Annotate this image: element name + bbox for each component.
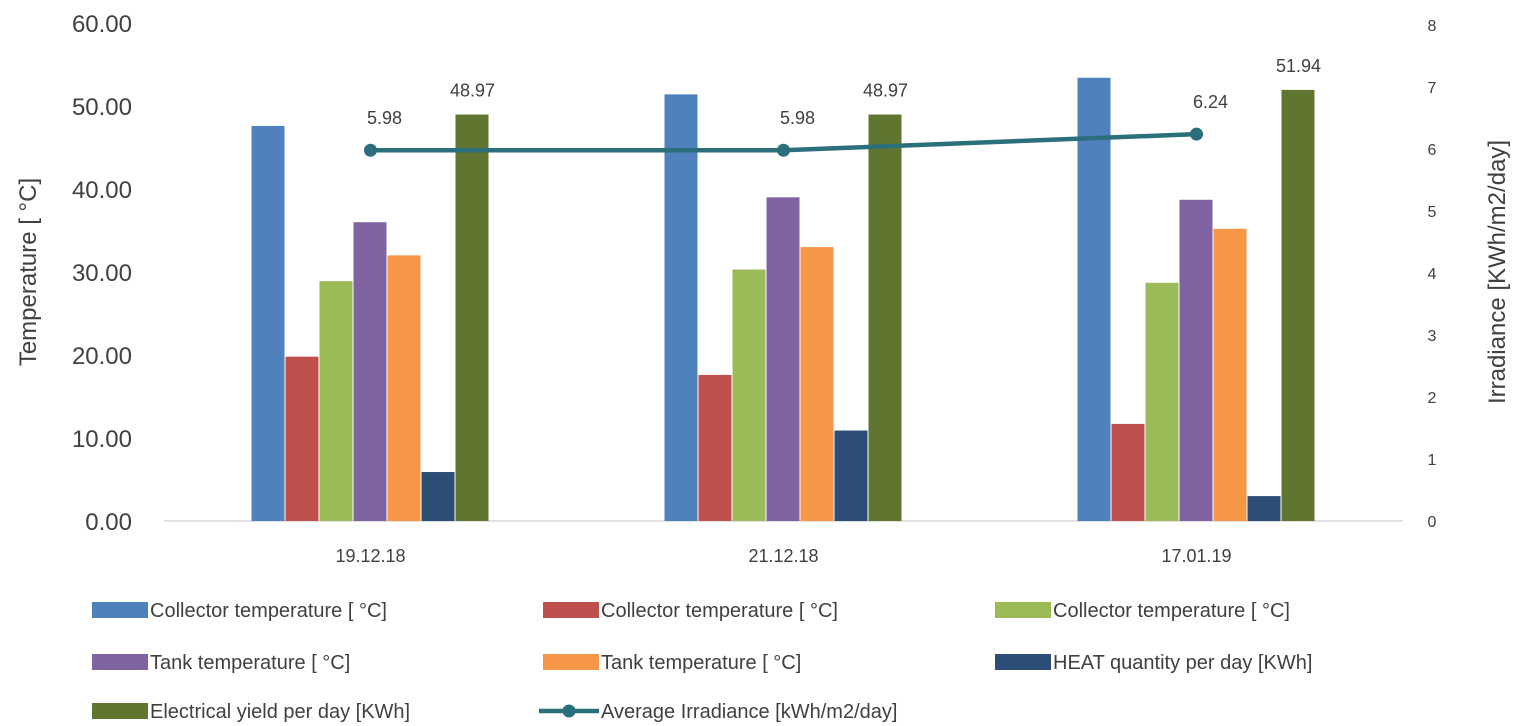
bar xyxy=(1281,89,1315,521)
bar xyxy=(800,247,834,521)
legend-marker xyxy=(562,704,576,718)
irradiance-data-label: 5.98 xyxy=(780,108,815,128)
bar xyxy=(353,222,387,521)
irradiance-point xyxy=(777,143,790,157)
bar xyxy=(868,114,902,521)
irradiance-point xyxy=(1190,127,1203,141)
legend-swatch xyxy=(995,654,1051,670)
y-tick-label-right: 1 xyxy=(1428,452,1437,469)
bar xyxy=(251,125,285,522)
x-tick-label: 17.01.19 xyxy=(1161,546,1231,566)
legend-label: Tank temperature [ °C] xyxy=(150,652,350,674)
y-tick-label-left: 60.00 xyxy=(72,11,132,38)
legend-label: Collector temperature [ °C] xyxy=(150,600,387,622)
bar xyxy=(1247,496,1281,521)
y-axis-title-left: Temperature [ °C] xyxy=(15,178,42,366)
bar xyxy=(834,430,868,521)
bar xyxy=(387,255,421,521)
legend-label: Collector temperature [ °C] xyxy=(1053,600,1290,622)
legend-label: Electrical yield per day [KWh] xyxy=(150,701,410,723)
y-axis-title-right: Irradiance [KWh/m2/day] xyxy=(1484,140,1511,404)
x-tick-label: 19.12.18 xyxy=(335,546,405,566)
y-tick-label-right: 4 xyxy=(1428,266,1437,283)
y-tick-label-right: 5 xyxy=(1428,204,1437,221)
y-tick-label-right: 6 xyxy=(1428,142,1437,159)
bar-data-label: 51.94 xyxy=(1276,56,1321,76)
irradiance-data-label: 6.24 xyxy=(1193,92,1228,112)
y-tick-label-right: 7 xyxy=(1428,80,1437,97)
y-tick-label-left: 50.00 xyxy=(72,94,132,121)
legend-label: Average Irradiance [kWh/m2/day] xyxy=(601,701,897,723)
bar xyxy=(421,472,455,521)
legend-swatch xyxy=(543,654,599,670)
bar xyxy=(732,269,766,521)
bar xyxy=(1145,282,1179,521)
legend-swatch xyxy=(92,602,148,618)
bar xyxy=(664,94,698,521)
y-tick-label-left: 20.00 xyxy=(72,343,132,370)
legend-label: HEAT quantity per day [KWh] xyxy=(1053,652,1312,674)
bar xyxy=(1213,228,1247,521)
irradiance-point xyxy=(364,143,377,157)
bar xyxy=(698,374,732,521)
y-tick-label-left: 0.00 xyxy=(85,509,132,536)
bar-data-label: 48.97 xyxy=(863,81,908,101)
right-axis-ticks: 0 1 2 3 4 5 6 7 8 xyxy=(1428,18,1437,531)
bars-group: 48.97 48.97 51.94 xyxy=(251,56,1321,522)
bar xyxy=(1111,423,1145,521)
legend-label: Tank temperature [ °C] xyxy=(601,652,801,674)
y-tick-label-right: 0 xyxy=(1428,514,1437,531)
category-labels: 19.12.18 21.12.18 17.01.19 xyxy=(335,546,1231,566)
bar xyxy=(1179,199,1213,522)
y-tick-label-left: 40.00 xyxy=(72,177,132,204)
bar xyxy=(1077,77,1111,521)
y-tick-label-left: 30.00 xyxy=(72,260,132,287)
irradiance-line-group: 5.98 5.98 6.24 xyxy=(364,92,1228,157)
bar xyxy=(766,197,800,522)
bar xyxy=(455,114,489,521)
bar-data-label: 48.97 xyxy=(450,81,495,101)
legend-swatch xyxy=(92,703,148,719)
y-tick-label-right: 3 xyxy=(1428,328,1437,345)
bar xyxy=(285,356,319,521)
legend-swatch xyxy=(92,654,148,670)
irradiance-data-label: 5.98 xyxy=(367,108,402,128)
bar xyxy=(319,281,353,521)
legend: Collector temperature [ °C] Collector tem… xyxy=(92,600,1312,723)
left-axis-ticks: 0.00 10.00 20.00 30.00 40.00 50.00 60.00 xyxy=(72,11,132,536)
legend-swatch xyxy=(543,602,599,618)
legend-label: Collector temperature [ °C] xyxy=(601,600,838,622)
y-tick-label-right: 2 xyxy=(1428,390,1437,407)
x-tick-label: 21.12.18 xyxy=(748,546,818,566)
y-tick-label-left: 10.00 xyxy=(72,426,132,453)
legend-swatch xyxy=(995,602,1051,618)
y-tick-label-right: 8 xyxy=(1428,18,1437,35)
